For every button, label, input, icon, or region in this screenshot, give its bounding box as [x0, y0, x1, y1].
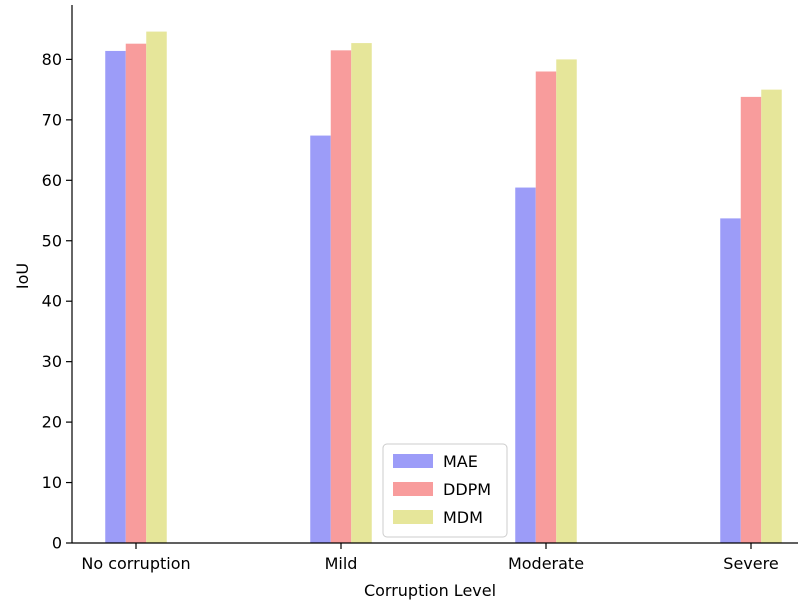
x-axis-ticks: No corruption Mild Moderate Severe: [81, 543, 779, 573]
y-axis-label: IoU: [13, 263, 32, 289]
legend-label-mdm: MDM: [443, 508, 483, 527]
bar-ddpm-severe: [740, 96, 762, 543]
x-tick-label: Severe: [723, 554, 778, 573]
bar-mae-no-corruption: [105, 50, 126, 543]
bar-mdm-no-corruption: [146, 31, 167, 544]
legend-swatch-mae: [393, 454, 433, 468]
x-tick-label: No corruption: [81, 554, 190, 573]
y-tick-label: 10: [42, 473, 62, 492]
y-tick-label: 30: [42, 352, 62, 371]
bar-ddpm-moderate: [535, 71, 557, 543]
bar-mae-moderate: [515, 187, 536, 543]
bar-ddpm-no-corruption: [125, 43, 147, 543]
bar-ddpm-mild: [330, 50, 352, 544]
bar-mae-mild: [310, 135, 331, 543]
bar-mdm-moderate: [556, 59, 577, 544]
y-tick-label: 40: [42, 292, 62, 311]
y-tick-label: 0: [52, 534, 62, 553]
y-tick-label: 60: [42, 171, 62, 190]
x-tick-label: Moderate: [508, 554, 584, 573]
legend: MAE DDPM MDM: [382, 443, 508, 538]
plot-area: [71, 5, 798, 544]
legend-swatch-ddpm: [393, 482, 433, 496]
legend-label-ddpm: DDPM: [443, 480, 491, 499]
y-tick-label: 20: [42, 413, 62, 432]
x-tick-label: Mild: [325, 554, 358, 573]
y-tick-label: 70: [42, 110, 62, 129]
y-tick-label: 80: [42, 50, 62, 69]
legend-label-mae: MAE: [443, 452, 478, 471]
bar-mdm-severe: [761, 89, 782, 543]
y-tick-label: 50: [42, 231, 62, 250]
bar-mae-severe: [720, 218, 741, 543]
legend-swatch-mdm: [393, 510, 433, 524]
bar-mdm-mild: [351, 43, 372, 544]
x-axis-label: Corruption Level: [364, 581, 496, 600]
y-axis-ticks: 0 10 20 30 40 50 60 70 80: [42, 50, 72, 553]
